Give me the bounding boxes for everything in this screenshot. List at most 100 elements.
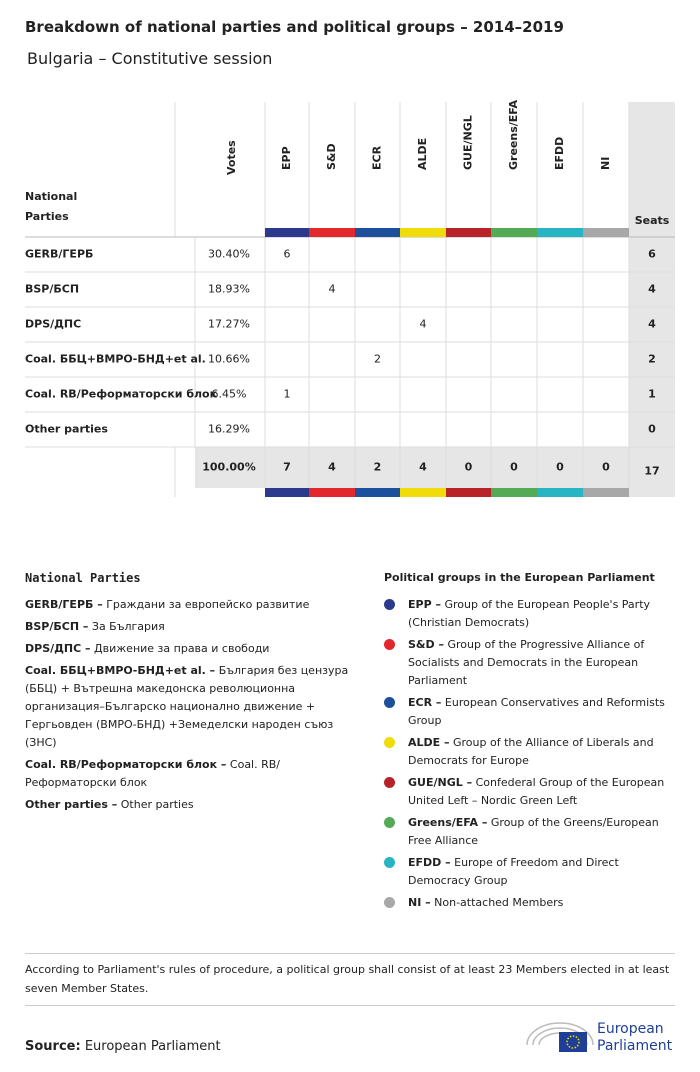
group-abbr: S&D – [408, 638, 444, 651]
party-header: National Parties [25, 190, 78, 223]
group-dot [384, 599, 395, 610]
party-name: Coal. RB/Реформаторски блок [25, 388, 218, 401]
party-desc: За България [91, 620, 165, 633]
group-desc: Europe of Freedom and Direct Democracy G… [408, 856, 619, 887]
party-name: DPS/ДПС [25, 318, 81, 331]
group-desc: European Conservatives and Reformists Gr… [408, 696, 665, 727]
party-entry: BSP/БСП – За България [25, 618, 355, 636]
group-color-bar [355, 488, 400, 497]
footnote: According to Parliament's rules of proce… [25, 963, 670, 995]
rule [25, 1005, 675, 1006]
subtitle: Bulgaria – Constitutive session [27, 49, 273, 68]
group-color-bar [491, 228, 537, 237]
party-abbr: Coal. ББЦ+ВМРО-БНД+et al. – [25, 664, 216, 677]
votes: 6.45% [212, 388, 247, 401]
group-color-bar [583, 488, 629, 497]
source: Source: European Parliament [25, 1039, 221, 1054]
group-color-bar [537, 228, 583, 237]
party-name: BSP/БСП [25, 283, 79, 296]
group-abbr: EFDD – [408, 856, 451, 869]
totals-bg [195, 447, 675, 488]
group-abbr: ECR – [408, 696, 442, 709]
group-color-bar [400, 228, 446, 237]
group-header: EFDD [553, 137, 566, 170]
group-entry: EFDD – Europe of Freedom and Direct Demo… [384, 854, 676, 890]
group-color-bar [265, 228, 309, 237]
total-group-seats: 4 [328, 461, 336, 474]
group-color-bar [583, 228, 629, 237]
group-desc: Group of the Progressive Alliance of Soc… [408, 638, 645, 687]
party-entry: GERB/ГЕРБ – Граждани за европейско разви… [25, 596, 355, 614]
group-entry: GUE/NGL – Confederal Group of the Europe… [384, 774, 676, 810]
group-header: GUE/NGL [462, 115, 475, 170]
votes: 10.66% [208, 353, 250, 366]
group-desc: Group of the Greens/European Free Allian… [408, 816, 659, 847]
group-abbr: ALDE – [408, 736, 450, 749]
party-abbr: Coal. RB/Реформаторски блок – [25, 758, 227, 771]
seats: 4 [420, 318, 427, 331]
group-abbr: Greens/EFA – [408, 816, 488, 829]
group-color-bar [446, 488, 491, 497]
group-color-bar [355, 228, 400, 237]
party-entry: Other parties – Other parties [25, 796, 355, 814]
group-color-bar [265, 488, 309, 497]
votes-header: Votes [225, 140, 238, 175]
group-legend: EPP – Group of the European People's Par… [384, 596, 676, 916]
party-name: GERB/ГЕРБ [25, 248, 93, 261]
votes: 18.93% [208, 283, 250, 296]
grand-total: 17 [644, 465, 659, 478]
group-dot [384, 737, 395, 748]
group-color-bar [309, 488, 355, 497]
group-entry: ALDE – Group of the Alliance of Liberals… [384, 734, 676, 770]
group-entry: S&D – Group of the Progressive Alliance … [384, 636, 676, 690]
party-entry: Coal. ББЦ+ВМРО-БНД+et al. – България без… [25, 662, 355, 752]
party-entry: DPS/ДПС – Движение за права и свободи [25, 640, 355, 658]
group-abbr: NI – [408, 896, 431, 909]
party-desc: Движение за права и свободи [94, 642, 270, 655]
party-entry: Coal. RB/Реформаторски блок – Coal. RB/Р… [25, 756, 355, 792]
group-abbr: EPP – [408, 598, 441, 611]
votes: 17.27% [208, 318, 250, 331]
total-group-seats: 4 [419, 461, 427, 474]
group-desc: Group of the Alliance of Liberals and De… [408, 736, 654, 767]
group-dot [384, 639, 395, 650]
total-group-seats: 0 [602, 461, 610, 474]
group-color-bar [491, 488, 537, 497]
party-name: Coal. ББЦ+ВМРО-БНД+et al. [25, 353, 206, 366]
table: Votes Seats EPP S&D ECR ALDE GUE/NGL Greens/EFA… [25, 99, 675, 497]
votes: 16.29% [208, 423, 250, 436]
group-header: S&D [325, 143, 338, 170]
group-abbr: GUE/NGL – [408, 776, 473, 789]
party-desc: Other parties [120, 798, 194, 811]
seats: 1 [284, 388, 291, 401]
group-entry: EPP – Group of the European People's Par… [384, 596, 676, 632]
group-color-bar [309, 228, 355, 237]
party-desc: Граждани за европейско развитие [106, 598, 310, 611]
group-header: EPP [280, 146, 293, 170]
party-abbr: DPS/ДПС – [25, 642, 91, 655]
group-entry: NI – Non-attached Members [384, 894, 676, 912]
total-seats: 0 [648, 423, 656, 436]
total-group-seats: 7 [283, 461, 291, 474]
title: Breakdown of national parties and politi… [25, 18, 564, 36]
source-text: European Parliament [84, 1039, 221, 1054]
source-label: Source: [25, 1039, 81, 1054]
seats: 4 [329, 283, 336, 296]
group-dot [384, 857, 395, 868]
party-abbr: BSP/БСП – [25, 620, 89, 633]
group-desc: Non-attached Members [434, 896, 564, 909]
group-header: ALDE [416, 138, 429, 170]
total-seats: 4 [648, 318, 656, 331]
group-header: NI [599, 157, 612, 170]
total-votes: 100.00% [202, 461, 255, 474]
group-desc: Confederal Group of the European United … [408, 776, 665, 807]
group-color-bar [400, 488, 446, 497]
total-group-seats: 2 [374, 461, 382, 474]
group-desc: Group of the European People's Party (Ch… [408, 598, 651, 629]
seats-column-bg [629, 102, 675, 497]
rule [25, 953, 675, 954]
group-header: Greens/EFA [507, 99, 520, 170]
group-color-bar [537, 488, 583, 497]
group-header: ECR [371, 145, 384, 170]
group-dot [384, 817, 395, 828]
